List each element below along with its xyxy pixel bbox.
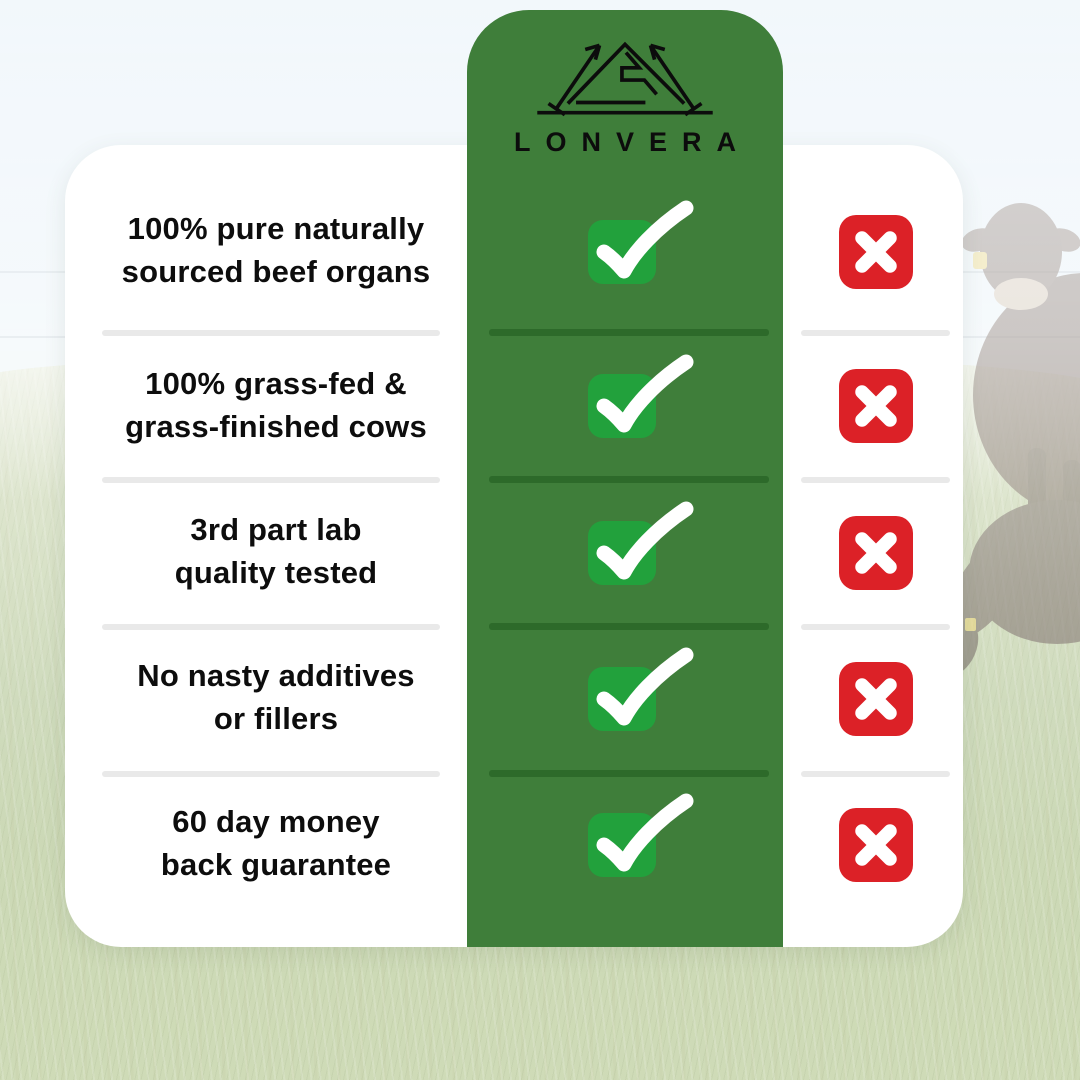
row-divider (801, 771, 950, 777)
check-icon (588, 647, 694, 731)
check-icon (588, 354, 694, 438)
mountains-with-arrows-logo-icon (537, 41, 713, 117)
cross-icon (839, 808, 913, 882)
row-divider (102, 477, 440, 483)
check-icon (588, 501, 694, 585)
row-divider (489, 770, 769, 777)
brand-logo: LONVERA (467, 32, 783, 158)
feature-label: 100% grass-fed & grass-finished cows (125, 366, 427, 444)
row-divider (102, 771, 440, 777)
cross-icon (839, 662, 913, 736)
feature-label: 100% pure naturally sourced beef organs (121, 211, 431, 289)
row-divider (801, 477, 950, 483)
feature-label: 60 day money back guarantee (160, 804, 392, 882)
feature-label: 3rd part lab quality tested (174, 512, 378, 590)
row-divider (489, 329, 769, 336)
row-divider (801, 624, 950, 630)
cross-icon (839, 516, 913, 590)
row-divider (489, 623, 769, 630)
check-icon (588, 200, 694, 284)
brand-wordmark: LONVERA (513, 127, 751, 157)
row-divider (489, 476, 769, 483)
row-divider (102, 330, 440, 336)
check-icon (588, 793, 694, 877)
cross-icon (839, 369, 913, 443)
row-divider (102, 624, 440, 630)
feature-label: No nasty additives or fillers (137, 658, 415, 736)
row-divider (801, 330, 950, 336)
cross-icon (839, 215, 913, 289)
